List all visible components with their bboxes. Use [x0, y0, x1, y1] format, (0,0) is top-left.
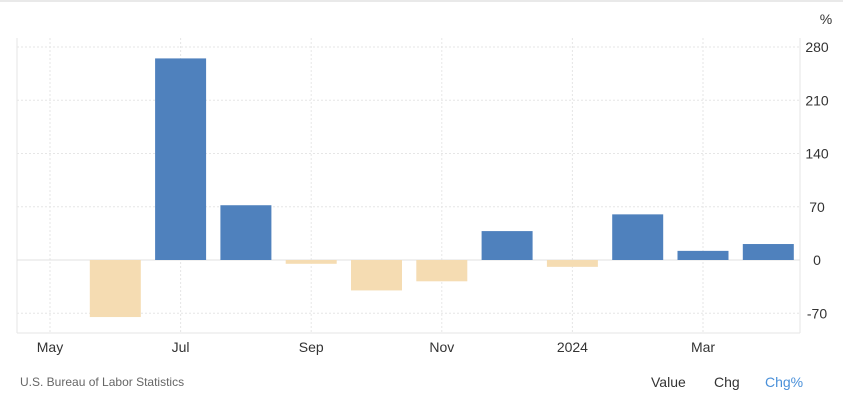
source-label: U.S. Bureau of Labor Statistics [20, 375, 185, 389]
axis-layer: 280 210 140 70 0 -70 May Jul Sep Nov 2024 Mar [37, 39, 829, 355]
x-tick-label: Sep [299, 339, 324, 355]
unit-label: % [820, 11, 832, 27]
bar-dec[interactable] [481, 231, 533, 260]
bar-layer [89, 58, 794, 318]
x-tick-label: Nov [429, 339, 454, 355]
y-tick-label: 280 [805, 39, 829, 55]
bar-nov[interactable] [416, 260, 468, 282]
bar-aug[interactable] [220, 205, 272, 260]
bar-mar[interactable] [677, 250, 729, 260]
bar-jun[interactable] [89, 260, 141, 318]
bar-sep[interactable] [285, 260, 337, 264]
x-tick-label: Jul [172, 339, 190, 355]
bar-2024[interactable] [546, 260, 598, 267]
y-tick-label: 140 [805, 146, 829, 162]
top-divider [0, 0, 843, 2]
y-tick-label: 210 [805, 92, 829, 108]
bar-feb[interactable] [612, 214, 664, 260]
toggle-chg[interactable]: Chg [714, 374, 740, 390]
grid-layer [16, 38, 801, 334]
x-tick-label: 2024 [557, 339, 588, 355]
bar-apr[interactable] [742, 244, 794, 260]
toggle-chg-pct[interactable]: Chg% [765, 374, 804, 390]
bar-oct[interactable] [351, 260, 402, 291]
toggle-value[interactable]: Value [651, 374, 686, 390]
bar-jul[interactable] [155, 58, 207, 261]
x-tick-label: Mar [691, 339, 715, 355]
y-tick-label: -70 [807, 305, 827, 321]
y-tick-label: 0 [813, 252, 821, 268]
bar-chart: 280 210 140 70 0 -70 May Jul Sep Nov 2024 Mar % [16, 11, 832, 355]
y-tick-label: 70 [809, 199, 825, 215]
x-tick-label: May [37, 339, 63, 355]
